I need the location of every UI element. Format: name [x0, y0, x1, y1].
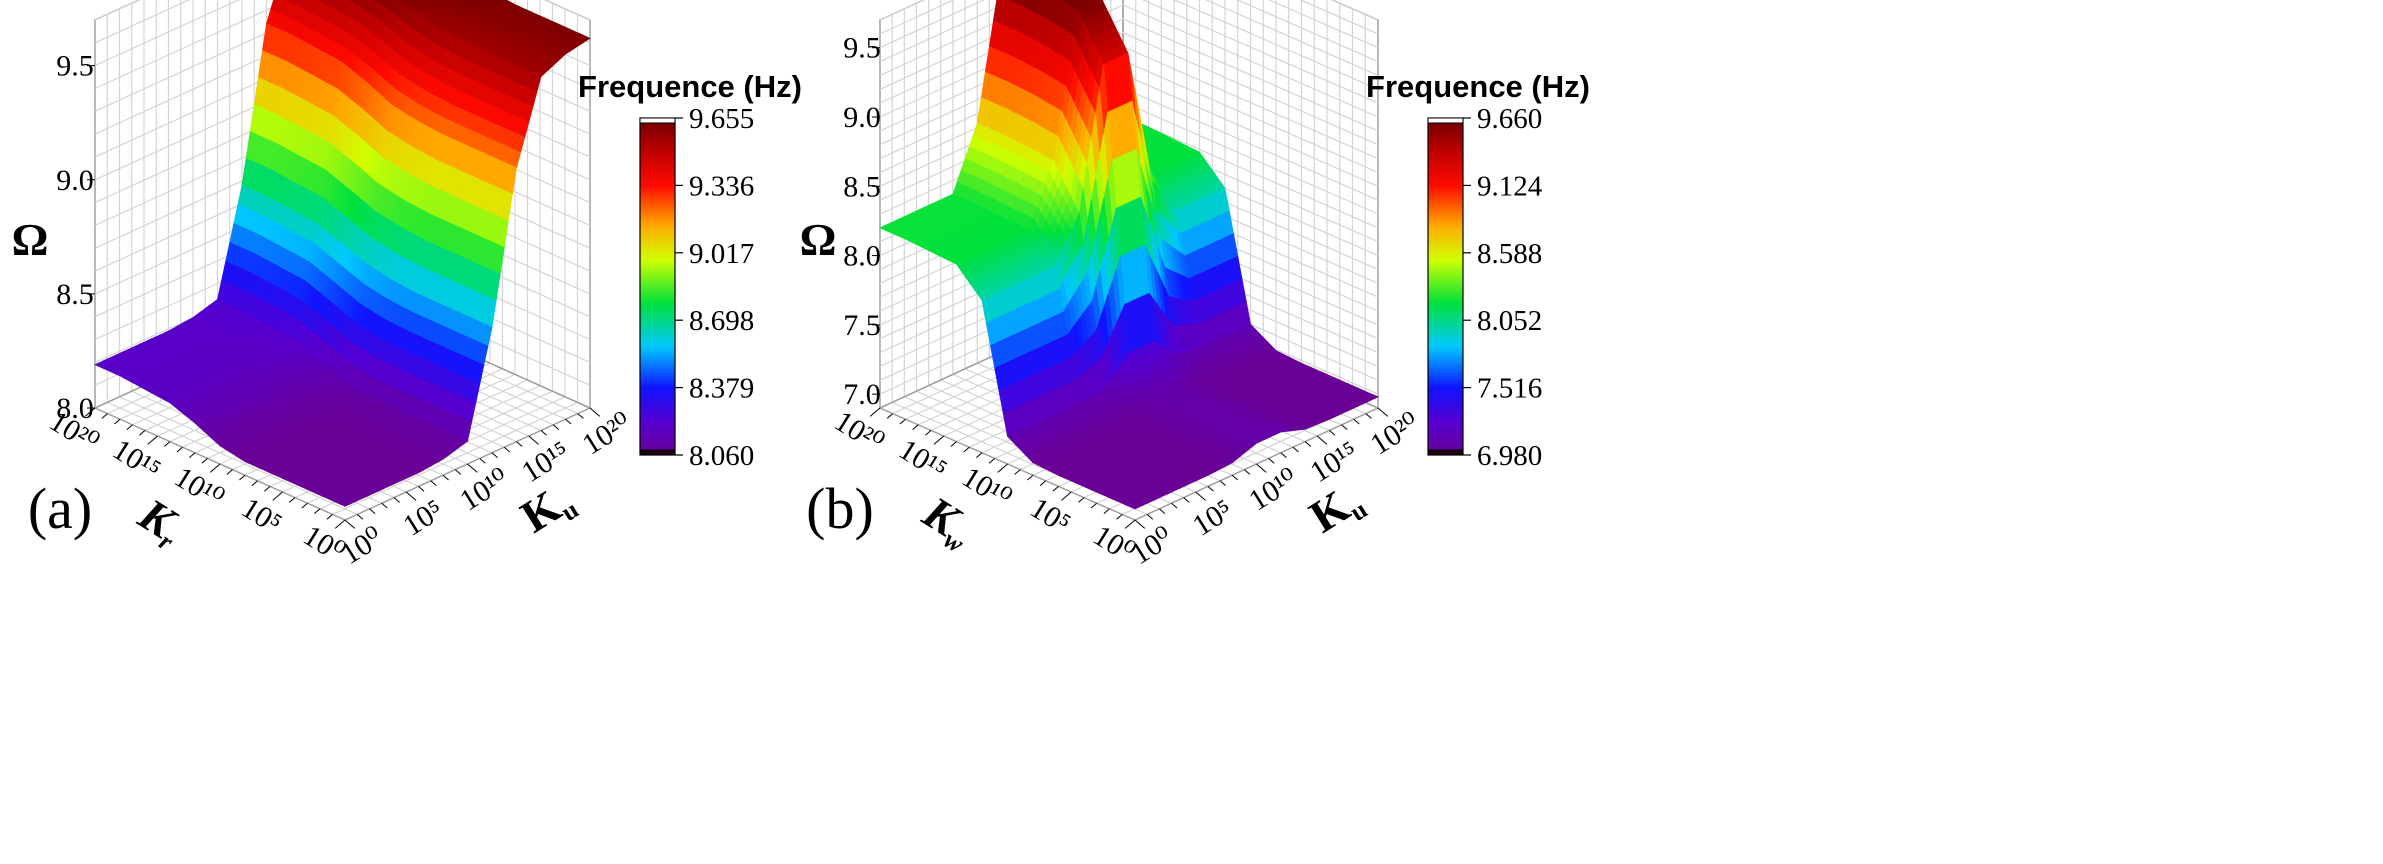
- surface-mesh: [94, 0, 591, 507]
- right-tick-mark: [369, 508, 376, 514]
- right-tick-mark: [589, 407, 601, 417]
- left-tick-mark: [239, 474, 246, 481]
- panel-label: (a): [28, 476, 92, 541]
- right-tick-label: 10¹⁵: [516, 435, 575, 489]
- right-tick-label: 10²⁰: [577, 406, 638, 461]
- right-tick-mark: [430, 480, 437, 486]
- left-tick-mark: [301, 502, 308, 509]
- right-tick-mark: [405, 491, 417, 501]
- z-axis: 9.59.08.58.0Ω: [12, 50, 95, 425]
- left-tick-mark: [209, 463, 221, 473]
- right-tick-label: 10⁰: [335, 521, 388, 571]
- right-tick-mark: [491, 452, 498, 458]
- right-tick-mark: [344, 519, 356, 529]
- z-axis-label: Ω: [12, 214, 49, 265]
- z-tick-label: 9.5: [56, 50, 94, 83]
- right-tick-mark: [479, 458, 486, 464]
- left-tick-mark: [164, 441, 171, 447]
- left-tick-label: 10¹⁵: [107, 433, 166, 487]
- right-tick-mark: [418, 486, 425, 492]
- left-axis-label-main: K: [130, 488, 187, 550]
- colorbar-tick-label: 9.655: [689, 103, 754, 135]
- right-tick-mark: [467, 463, 478, 473]
- left-tick-mark: [314, 508, 321, 514]
- right-tick-mark: [454, 469, 462, 475]
- left-tick-mark: [189, 452, 196, 458]
- left-tick-mark: [334, 519, 346, 529]
- left-axis-label: Kr: [127, 488, 192, 557]
- left-tick-mark: [289, 497, 296, 503]
- colorbar-title: Frequence (Hz): [578, 69, 802, 104]
- left-tick-mark: [226, 469, 233, 475]
- z-tick-label: 8.5: [56, 278, 94, 311]
- right-tick-label: 10¹⁰: [454, 462, 515, 517]
- colorbar-cap-bottom: [639, 449, 676, 456]
- z-tick-label: 9.0: [56, 164, 94, 197]
- colorbar-bar: [639, 117, 676, 456]
- left-tick-mark: [264, 486, 271, 492]
- left-tick-mark: [114, 418, 121, 425]
- right-tick-mark: [356, 514, 364, 520]
- right-tick-mark: [565, 418, 572, 425]
- left-tick-mark: [139, 430, 146, 436]
- colorbar-cap-top: [639, 117, 676, 124]
- colorbar-tick-label: 8.379: [689, 373, 754, 405]
- right-tick-mark: [528, 435, 539, 445]
- right-tick-label: 10⁵: [397, 493, 449, 542]
- left-tick-label: 10⁵: [236, 491, 288, 540]
- left-tick-mark: [272, 491, 283, 501]
- left-tick-mark: [101, 413, 108, 419]
- right-tick-mark: [442, 474, 449, 481]
- right-axis-label: Ku: [512, 472, 584, 545]
- right-tick-mark: [552, 424, 560, 430]
- colorbar-tick-label: 8.698: [689, 305, 754, 337]
- left-tick-label: 10²⁰: [44, 404, 105, 459]
- right-tick-mark: [540, 430, 547, 436]
- right-tick-mark: [503, 446, 511, 453]
- grid-line: [879, 0, 1379, 21]
- left-tick-mark: [176, 446, 183, 453]
- colorbar-tick-label: 9.336: [689, 170, 754, 202]
- colorbar-tick-label: 9.017: [689, 238, 754, 270]
- left-tick-mark: [201, 458, 208, 464]
- right-tick-mark: [393, 497, 400, 503]
- left-tick-mark: [147, 435, 158, 445]
- right-tick-mark: [381, 502, 388, 509]
- right-tick-mark: [577, 413, 584, 419]
- colorbar-tick-label: 8.060: [689, 440, 754, 472]
- surface-mesh: [879, 0, 1379, 510]
- left-tick-mark: [326, 514, 333, 520]
- left-tick-mark: [126, 424, 133, 430]
- grid-line: [879, 0, 1379, 63]
- left-tick-mark: [251, 480, 258, 486]
- right-tick-mark: [516, 441, 523, 447]
